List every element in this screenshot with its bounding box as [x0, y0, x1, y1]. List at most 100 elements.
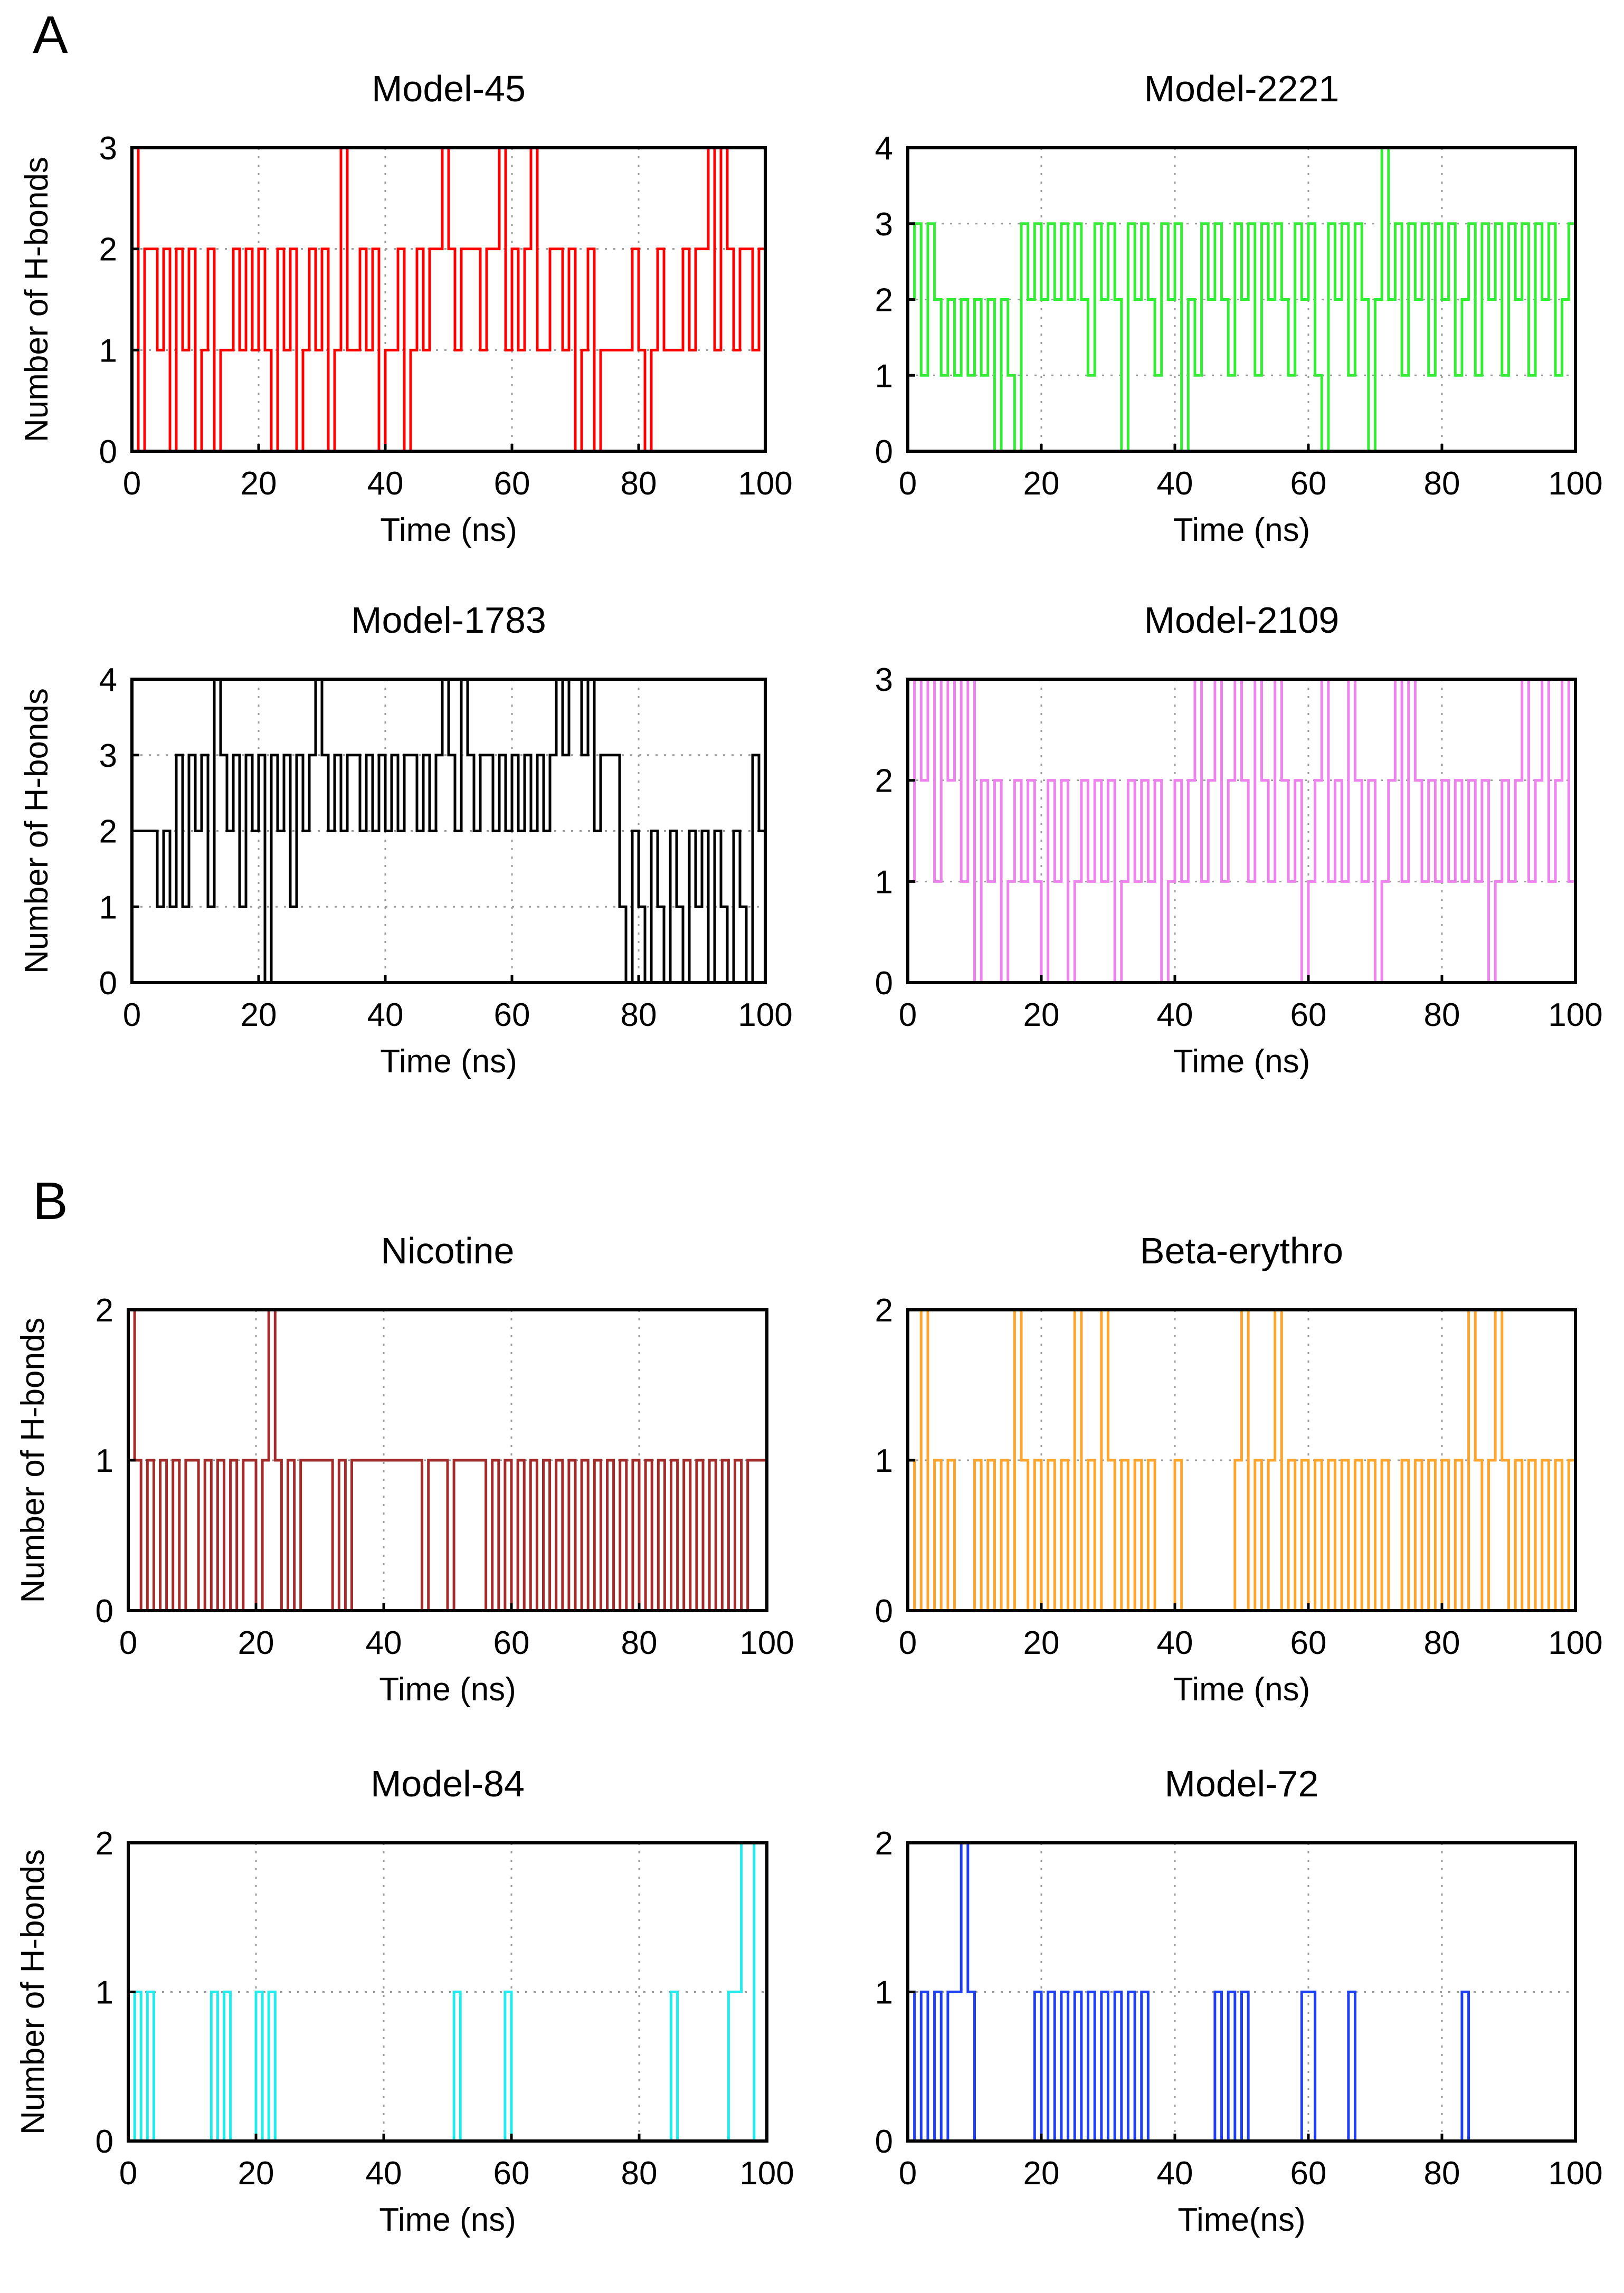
chart-title: Model-2221: [1144, 68, 1340, 109]
x-tick-label: 100: [1548, 2155, 1602, 2192]
data-series-line: [132, 678, 767, 984]
chart-title: Model-45: [372, 68, 526, 109]
y-axis-label: Number of H-bonds: [18, 157, 55, 442]
x-tick-label: 100: [1548, 465, 1602, 502]
x-axis-label: Time (ns): [379, 2202, 516, 2238]
y-tick-label: 0: [875, 965, 893, 1002]
x-tick-label: 0: [119, 1625, 137, 1661]
chart-model-2109: Model-2109 0 20 40 60 80 100 0 1 2 3 Time (ns): [875, 600, 1603, 1080]
y-tick-label: 3: [99, 130, 117, 167]
x-tick-label: 40: [366, 1625, 402, 1661]
y-tick-label: 2: [875, 1292, 893, 1329]
y-tick-label: 0: [875, 1593, 893, 1630]
chart-title: Model-84: [371, 1763, 525, 1804]
y-tick-label: 2: [875, 763, 893, 800]
data-series-line: [908, 678, 1577, 984]
x-tick-label: 40: [366, 2155, 402, 2192]
y-tick-label: 1: [96, 1975, 113, 2011]
x-tick-label: 60: [1290, 1625, 1327, 1661]
x-tick-label: 100: [738, 465, 792, 502]
x-tick-label: 20: [238, 2155, 274, 2192]
y-tick-label: 2: [875, 1825, 893, 1862]
y-tick-label: 1: [99, 889, 117, 926]
y-tick-label: 1: [875, 358, 893, 394]
data-series-line: [908, 1308, 1575, 1612]
x-tick-label: 80: [1424, 1625, 1460, 1661]
x-tick-label: 0: [899, 2155, 917, 2192]
x-axis-label: Time (ns): [380, 1043, 517, 1080]
plot-frame: [130, 146, 767, 453]
x-tick-label: 20: [241, 465, 277, 502]
x-tick-label: 0: [123, 997, 141, 1033]
y-axis-label: Number of H-bonds: [15, 1317, 51, 1603]
x-tick-label: 20: [1023, 1625, 1060, 1661]
x-tick-label: 80: [1424, 2155, 1460, 2192]
x-tick-label: 0: [899, 465, 917, 502]
data-series-line: [128, 1841, 767, 2143]
x-tick-label: 80: [621, 997, 657, 1033]
y-tick-label: 0: [875, 434, 893, 470]
chart-model-1783: Model-1783 0 20 40 60 80 100 0 1 2 3 4 Time (ns) Numb…: [18, 600, 793, 1080]
y-tick-label: 1: [875, 1443, 893, 1479]
x-tick-label: 100: [1548, 997, 1602, 1033]
chart-title: Beta-erythro: [1140, 1230, 1343, 1271]
panel-letter-a: A: [33, 5, 68, 64]
x-tick-label: 0: [899, 1625, 917, 1661]
chart-title: Model-1783: [351, 600, 546, 641]
y-tick-label: 3: [875, 662, 893, 698]
x-tick-label: 60: [493, 2155, 530, 2192]
x-tick-label: 60: [1290, 997, 1327, 1033]
chart-beta-erythro: Beta-erythro 0 20 40 60 80 100 0 1 2 Time (ns): [875, 1230, 1603, 1708]
x-tick-label: 60: [1290, 465, 1327, 502]
y-tick-label: 1: [875, 1975, 893, 2011]
y-tick-label: 4: [875, 130, 893, 167]
panel-letter-b: B: [33, 1172, 68, 1231]
x-axis-label: Time (ns): [380, 512, 517, 548]
chart-model-45: Model-45 0 20 40 60 80 100 0 1 2 3 Time (ns) Number …: [18, 68, 793, 548]
x-tick-label: 0: [119, 2155, 137, 2192]
x-tick-label: 100: [1548, 1625, 1602, 1661]
x-tick-label: 40: [1157, 997, 1193, 1033]
y-tick-label: 0: [99, 434, 117, 470]
x-tick-label: 60: [493, 1625, 530, 1661]
x-tick-label: 100: [739, 2155, 794, 2192]
chart-title: Model-72: [1165, 1763, 1319, 1804]
y-axis-label: Number of H-bonds: [18, 688, 55, 974]
chart-title: Nicotine: [381, 1230, 515, 1271]
x-tick-label: 40: [1157, 465, 1193, 502]
x-tick-label: 100: [739, 1625, 794, 1661]
x-tick-label: 80: [1424, 997, 1460, 1033]
chart-model-2221: Model-2221 0 20 40 60 80 100 0 1 2 3 4 Time (ns): [875, 68, 1603, 548]
x-tick-label: 40: [1157, 1625, 1193, 1661]
x-tick-label: 40: [1157, 2155, 1193, 2192]
x-tick-label: 80: [621, 2155, 658, 2192]
x-tick-label: 20: [241, 997, 277, 1033]
y-tick-label: 2: [96, 1825, 113, 1862]
x-tick-label: 40: [367, 465, 404, 502]
x-tick-label: 60: [494, 465, 530, 502]
x-tick-label: 0: [123, 465, 141, 502]
y-tick-label: 2: [96, 1292, 113, 1329]
y-tick-label: 1: [99, 332, 117, 369]
x-tick-label: 40: [367, 997, 404, 1033]
x-tick-label: 60: [494, 997, 530, 1033]
chart-model-84: Model-84 0 20 40 60 80 100 0 1 2 Time (ns) Number o…: [15, 1763, 794, 2238]
y-tick-label: 3: [99, 738, 117, 774]
x-tick-label: 20: [238, 1625, 274, 1661]
x-axis-label: Time (ns): [379, 1671, 516, 1708]
x-tick-label: 0: [899, 997, 917, 1033]
x-tick-label: 20: [1023, 997, 1060, 1033]
data-series-line: [128, 1308, 768, 1612]
y-tick-label: 0: [96, 2124, 113, 2160]
chart-title: Model-2109: [1144, 600, 1340, 641]
y-axis-label: Number of H-bonds: [15, 1849, 51, 2135]
y-tick-label: 1: [875, 864, 893, 900]
y-tick-label: 4: [99, 662, 117, 698]
x-axis-label: Time (ns): [1173, 1043, 1310, 1080]
x-tick-label: 80: [621, 1625, 658, 1661]
x-tick-label: 80: [1424, 465, 1460, 502]
chart-model-72: Model-72 0 20 40 60 80 100 0 1 2 Time(ns): [875, 1763, 1603, 2238]
x-axis-label: Time (ns): [1173, 512, 1310, 548]
x-axis-label: Time(ns): [1177, 2202, 1305, 2238]
